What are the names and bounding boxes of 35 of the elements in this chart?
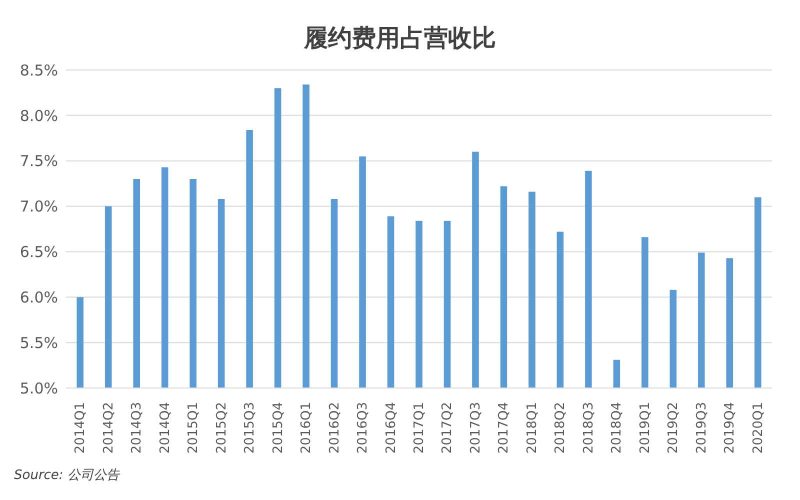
y-tick-label: 5.0% — [20, 379, 58, 398]
chart-title: 履约费用占营收比 — [302, 23, 497, 54]
x-tick-label: 2019Q3 — [694, 402, 710, 454]
x-tick-label: 2015Q4 — [270, 402, 286, 454]
x-tick-label: 2014Q4 — [158, 402, 173, 454]
x-tick-label: 2016Q2 — [327, 402, 342, 454]
y-tick-label: 5.5% — [20, 334, 58, 352]
source-note: Source: 公司公告 — [13, 467, 122, 484]
y-tick-label: 8.5% — [20, 61, 58, 80]
x-tick-label: 2015Q3 — [242, 402, 258, 454]
x-tick-label: 2014Q3 — [130, 402, 145, 454]
x-tick-label: 2017Q4 — [496, 402, 512, 454]
x-tick-label: 2016Q4 — [384, 402, 399, 454]
x-tick-label: 2016Q3 — [356, 402, 371, 454]
x-tick-label: 2019Q2 — [666, 402, 682, 454]
x-tick-label: 2019Q1 — [638, 402, 653, 454]
x-tick-label: 2017Q2 — [440, 402, 456, 454]
y-tick-label: 6.5% — [20, 243, 58, 262]
x-tick-label: 2017Q1 — [412, 402, 427, 454]
x-tick-label: 2020Q1 — [750, 402, 766, 454]
x-tick-label: 2015Q2 — [214, 402, 230, 454]
x-tick-label: 2016Q1 — [299, 402, 314, 454]
x-tick-label: 2018Q3 — [581, 402, 596, 454]
x-tick-label: 2018Q1 — [524, 402, 540, 454]
y-tick-label: 8.0% — [20, 106, 58, 125]
y-tick-label: 6.0% — [20, 288, 58, 306]
x-tick-label: 2014Q2 — [101, 402, 116, 454]
x-tick-label: 2015Q1 — [186, 402, 202, 454]
x-tick-label: 2018Q4 — [610, 402, 625, 454]
y-tick-label: 7.0% — [20, 198, 58, 216]
x-tick-label: 2018Q2 — [553, 402, 568, 454]
x-tick-label: 2014Q1 — [73, 402, 88, 454]
x-tick-label: 2019Q4 — [722, 402, 738, 454]
y-tick-label: 7.5% — [20, 152, 58, 170]
x-tick-label: 2017Q3 — [468, 402, 484, 454]
